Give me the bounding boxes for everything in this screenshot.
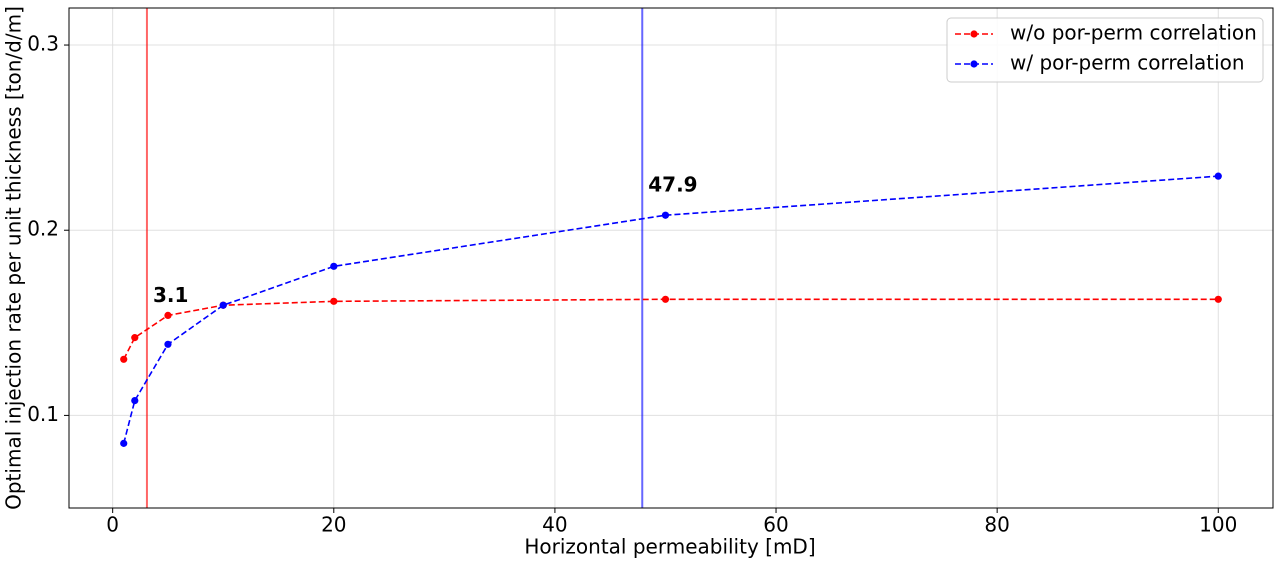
vline-annotation: 3.1 <box>153 283 188 307</box>
data-point <box>661 211 670 219</box>
data-point <box>219 301 227 309</box>
y-tick-label: 0.3 <box>27 32 59 56</box>
plot-frame <box>68 7 1274 509</box>
y-tick-label: 0.1 <box>27 402 59 426</box>
legend-marker <box>970 60 978 68</box>
x-tick-label: 60 <box>763 513 788 537</box>
plot <box>120 8 1222 508</box>
x-tick-label: 20 <box>321 513 346 537</box>
legend-label: w/o por-perm correlation <box>1010 21 1257 45</box>
data-point <box>120 439 128 447</box>
legend-box <box>946 17 1264 83</box>
x-tick-label: 80 <box>984 513 1009 537</box>
x-axis-label: Horizontal permeability [mD] <box>524 535 815 559</box>
data-point <box>131 334 139 342</box>
data-point <box>131 396 139 405</box>
x-tick-label: 0 <box>106 513 119 537</box>
legend-marker <box>970 30 978 38</box>
data-point <box>661 295 670 303</box>
legend-label: w/ por-perm correlation <box>1010 51 1245 75</box>
data-point <box>330 262 338 270</box>
data-point <box>330 297 338 305</box>
data-point <box>1214 172 1222 180</box>
y-axis-label: Optimal injection rate per unit thicknes… <box>2 6 26 510</box>
data-point <box>120 355 128 363</box>
y-tick-label: 0.2 <box>27 217 59 241</box>
vline-annotation: 47.9 <box>648 172 697 196</box>
x-tick-label: 100 <box>1199 513 1237 537</box>
data-point <box>164 340 172 348</box>
data-point <box>164 311 172 320</box>
x-tick-label: 40 <box>542 513 567 537</box>
data-point <box>1214 295 1222 303</box>
